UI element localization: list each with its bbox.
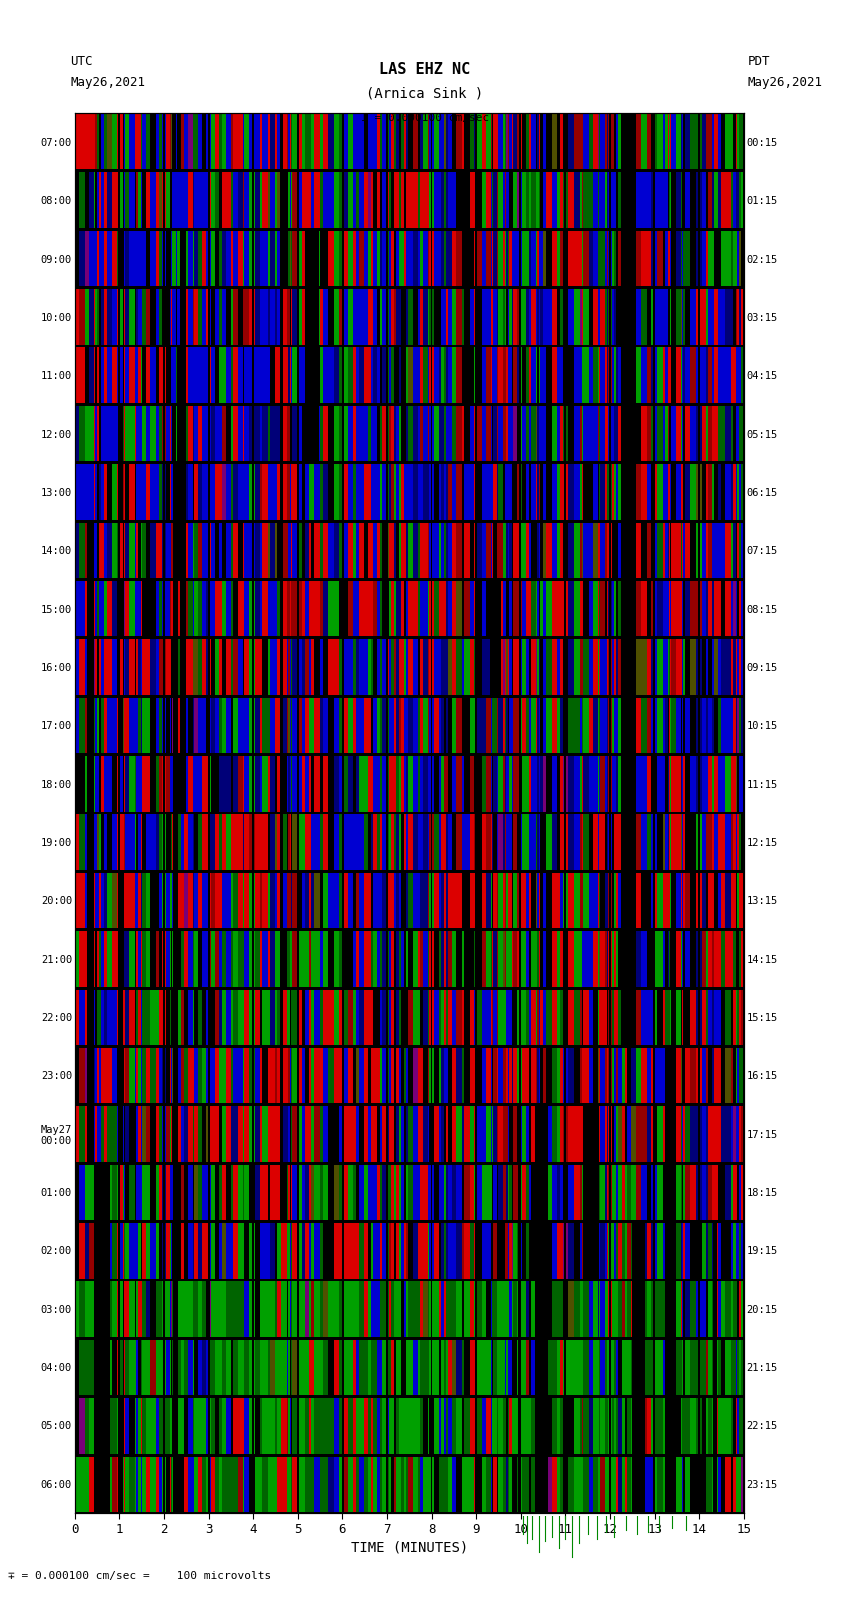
Text: ∓ = 0.000100 cm/sec =    100 microvolts: ∓ = 0.000100 cm/sec = 100 microvolts — [8, 1571, 272, 1581]
Text: May26,2021: May26,2021 — [748, 76, 823, 89]
Text: I = 0.000100 cm/sec: I = 0.000100 cm/sec — [361, 113, 489, 123]
Text: PDT: PDT — [748, 55, 770, 68]
X-axis label: TIME (MINUTES): TIME (MINUTES) — [351, 1540, 468, 1555]
Text: (Arnica Sink ): (Arnica Sink ) — [366, 85, 484, 100]
Text: UTC: UTC — [71, 55, 93, 68]
Text: LAS EHZ NC: LAS EHZ NC — [379, 63, 471, 77]
Text: May26,2021: May26,2021 — [71, 76, 145, 89]
